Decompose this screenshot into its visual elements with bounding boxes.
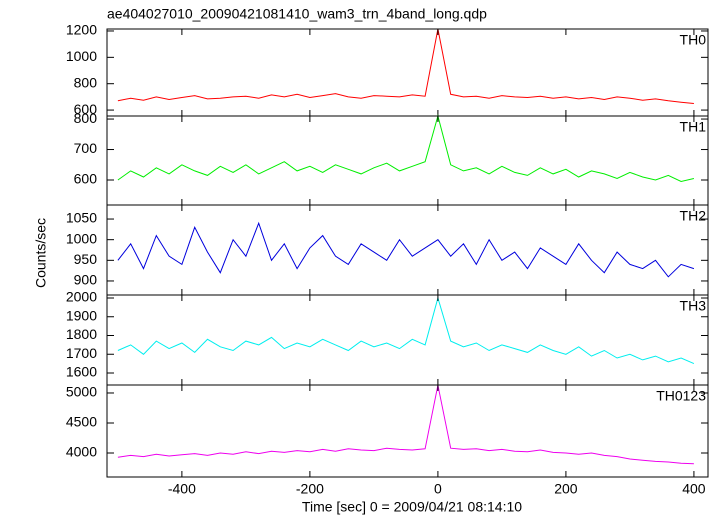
y-tick-label: 1900 [66,307,97,323]
chart-title: ae404027010_20090421081410_wam3_trn_4ban… [107,6,487,22]
panel-frame [106,384,709,478]
light-curve [117,385,694,465]
light-curve [117,28,694,104]
panel-label: TH2 [680,208,707,224]
y-tick-label: 4000 [66,444,97,460]
y-tick-label: 1000 [66,48,97,64]
y-tick-label: 4500 [66,414,97,430]
y-tick-label: 1700 [66,345,97,361]
panel-frame [106,294,709,386]
light-curve [117,296,695,365]
y-tick-label: 1200 [66,22,97,38]
y-axis-label: Counts/sec [33,218,49,288]
x-tick-label: 0 [434,481,442,497]
panel-label: TH3 [680,298,707,314]
y-tick-label: 700 [74,140,98,156]
y-tick-label: 900 [74,272,98,288]
x-tick-label: -400 [168,481,196,497]
panel-label: TH0123 [656,388,706,404]
light-curve [117,221,695,278]
x-tick-label: 400 [682,481,706,497]
y-tick-label: 5000 [66,384,97,400]
y-tick-label: 1600 [66,364,97,380]
x-tick-label: -200 [296,481,324,497]
y-tick-label: 800 [74,110,98,126]
panel-label: TH1 [680,119,707,135]
x-axis-label: Time [sec] 0 = 2009/04/21 08:14:10 [302,499,522,515]
panel-frame [106,28,709,117]
y-tick-label: 600 [74,101,98,117]
panel-frame [106,115,709,206]
y-tick-label: 600 [74,171,98,187]
y-tick-label: 1000 [66,230,97,246]
light-curve [117,114,695,183]
y-tick-label: 1050 [66,210,97,226]
y-tick-label: 950 [74,251,98,267]
y-tick-label: 2000 [66,289,97,305]
panel-label: TH0 [680,32,707,48]
x-tick-label: 200 [554,481,578,497]
y-tick-label: 800 [74,74,98,90]
y-tick-label: 1800 [66,326,97,342]
